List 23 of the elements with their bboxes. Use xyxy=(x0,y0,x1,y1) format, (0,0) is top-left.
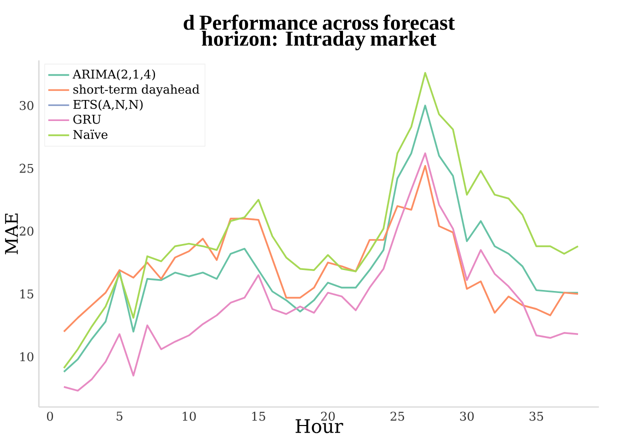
y-tick-label: 10 xyxy=(20,352,34,362)
line-series xyxy=(63,152,579,392)
x-tick-label: 15 xyxy=(252,412,266,421)
y-axis-title: MAE xyxy=(5,214,18,254)
y-tick-label: 30 xyxy=(20,101,34,110)
line-series xyxy=(63,165,579,333)
x-tick-label: 0 xyxy=(46,412,54,421)
x-tick-label: 30 xyxy=(460,412,474,421)
chart-title: d Performance across forecast horizon: Intraday market xyxy=(184,14,455,50)
legend-label: Naïve xyxy=(73,130,108,140)
x-axis-title: Hour xyxy=(296,419,344,434)
legend-label: GRU xyxy=(73,114,101,124)
x-tick-label: 10 xyxy=(182,412,196,421)
x-tick-label: 35 xyxy=(530,412,544,421)
legend-label: short-term dayahead xyxy=(73,84,200,97)
y-tick-label: 25 xyxy=(20,164,34,174)
x-tick-label: 25 xyxy=(390,412,404,421)
y-tick-label: 15 xyxy=(20,290,34,299)
x-tick-label: 20 xyxy=(321,412,335,421)
x-tick-label: 5 xyxy=(116,412,122,421)
y-tick-label: 20 xyxy=(20,226,34,236)
legend-label: ARIMA(2,1,4) xyxy=(72,70,156,81)
legend-label: ETS(A,N,N) xyxy=(73,100,143,111)
